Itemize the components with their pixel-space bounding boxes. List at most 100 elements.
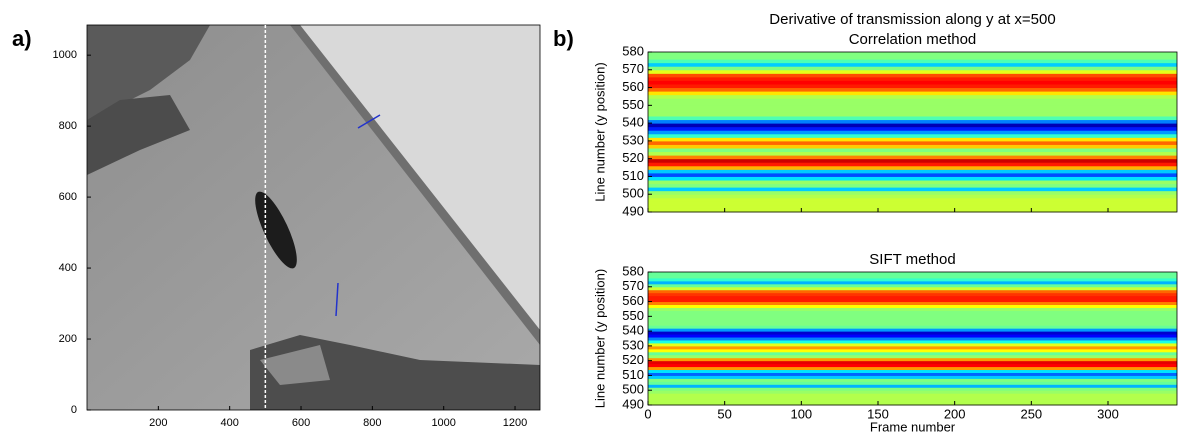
x-tick-label: 50 <box>717 406 731 421</box>
heatmap-row <box>648 119 1177 124</box>
heatmap-row <box>648 52 1177 57</box>
heatmap-row <box>648 295 1177 300</box>
heatmap-row <box>648 375 1177 379</box>
y-axis-label: Line number (y position) <box>592 62 607 201</box>
heatmap-row <box>648 176 1177 181</box>
heatmap-row <box>648 162 1177 167</box>
heatmap-row <box>648 112 1177 117</box>
x-tick-label: 300 <box>1097 406 1119 421</box>
chart-title: Correlation method <box>849 31 977 48</box>
heatmap-row <box>648 313 1177 317</box>
y-tick-label: 600 <box>59 191 77 203</box>
heatmap-row <box>648 342 1177 347</box>
heatmap-row <box>648 399 1177 403</box>
heatmap-row <box>648 272 1177 276</box>
heatmap-row <box>648 384 1177 388</box>
heatmap-row <box>648 108 1177 113</box>
heatmap-row <box>648 137 1177 142</box>
heatmap-row <box>648 298 1177 303</box>
x-tick-label: 800 <box>363 417 381 429</box>
heatmap-row <box>648 325 1177 329</box>
y-tick-label: 510 <box>622 367 644 382</box>
heatmap-row <box>648 172 1177 177</box>
x-tick-label: 400 <box>220 417 238 429</box>
y-tick-label: 200 <box>59 333 77 345</box>
heatmap-row <box>648 310 1177 314</box>
panel-label: a) <box>12 26 32 51</box>
y-tick-label: 540 <box>622 115 644 130</box>
heatmap-row <box>648 360 1177 365</box>
heatmap-row <box>648 165 1177 170</box>
y-tick-label: 580 <box>622 263 644 278</box>
chart-title: SIFT method <box>869 251 955 268</box>
heatmap-row <box>648 94 1177 99</box>
y-tick-label: 580 <box>622 43 644 58</box>
heatmap-row <box>648 76 1177 81</box>
heatmap-row <box>648 62 1177 67</box>
heatmap-row <box>648 84 1177 89</box>
heatmap-row <box>648 277 1177 282</box>
x-tick-label: 1200 <box>503 417 527 429</box>
y-tick-label: 500 <box>622 186 644 201</box>
heatmap-row <box>648 158 1177 163</box>
heatmap-row <box>648 402 1177 406</box>
heatmap-row <box>648 339 1177 344</box>
x-tick-label: 1000 <box>431 417 455 429</box>
heatmap-row <box>648 351 1177 356</box>
heatmap-row <box>648 144 1177 149</box>
heatmap-row <box>648 345 1177 350</box>
heatmap-row <box>648 194 1177 199</box>
y-tick-label: 520 <box>622 352 644 367</box>
y-axis-label: Line number (y position) <box>592 269 607 408</box>
y-tick-label: 570 <box>622 61 644 76</box>
heatmap-row <box>648 319 1177 323</box>
x-tick-label: 0 <box>644 406 651 421</box>
x-tick-label: 250 <box>1020 406 1042 421</box>
heatmap-row <box>648 180 1177 185</box>
heatmap-row <box>648 140 1177 145</box>
heatmap-row <box>648 73 1177 78</box>
heatmap-row <box>648 289 1177 294</box>
heatmap-row <box>648 274 1177 279</box>
heatmap-row <box>648 133 1177 138</box>
heatmap-row <box>648 316 1177 320</box>
y-tick-label: 500 <box>622 382 644 397</box>
heatmap-row <box>648 363 1177 368</box>
image-frame <box>86 24 541 411</box>
heatmap-row <box>648 87 1177 92</box>
heatmap-row <box>648 187 1177 192</box>
heatmap-row <box>648 98 1177 103</box>
heatmap-row <box>648 301 1177 306</box>
y-tick-label: 540 <box>622 323 644 338</box>
heatmap-row <box>648 55 1177 60</box>
heatmap-row <box>648 348 1177 353</box>
heatmap-row <box>648 66 1177 71</box>
y-tick-label: 520 <box>622 150 644 165</box>
heatmap-row <box>648 286 1177 291</box>
heatmap-row <box>648 155 1177 160</box>
heatmap-row <box>648 283 1177 288</box>
heatmap-row <box>648 366 1177 371</box>
heatmap-row <box>648 357 1177 362</box>
heatmap-row <box>648 322 1177 326</box>
heatmap-row <box>648 101 1177 106</box>
heatmap-row <box>648 393 1177 397</box>
heatmap-row <box>648 369 1177 373</box>
heatmap-row <box>648 190 1177 195</box>
heatmap-row <box>648 80 1177 85</box>
heatmap-row <box>648 151 1177 156</box>
heatmap-row <box>648 91 1177 96</box>
x-tick-label: 200 <box>149 417 167 429</box>
heatmap-row <box>648 334 1177 338</box>
panel-label: b) <box>553 26 574 51</box>
y-tick-label: 560 <box>622 79 644 94</box>
heatmap-row <box>648 59 1177 64</box>
heatmap-row <box>648 390 1177 394</box>
x-tick-label: 150 <box>867 406 889 421</box>
x-axis-label: Frame number <box>870 419 956 434</box>
y-tick-label: 0 <box>71 404 77 416</box>
y-tick-label: 510 <box>622 168 644 183</box>
heatmap-row <box>648 123 1177 128</box>
heatmap-row <box>648 387 1177 391</box>
